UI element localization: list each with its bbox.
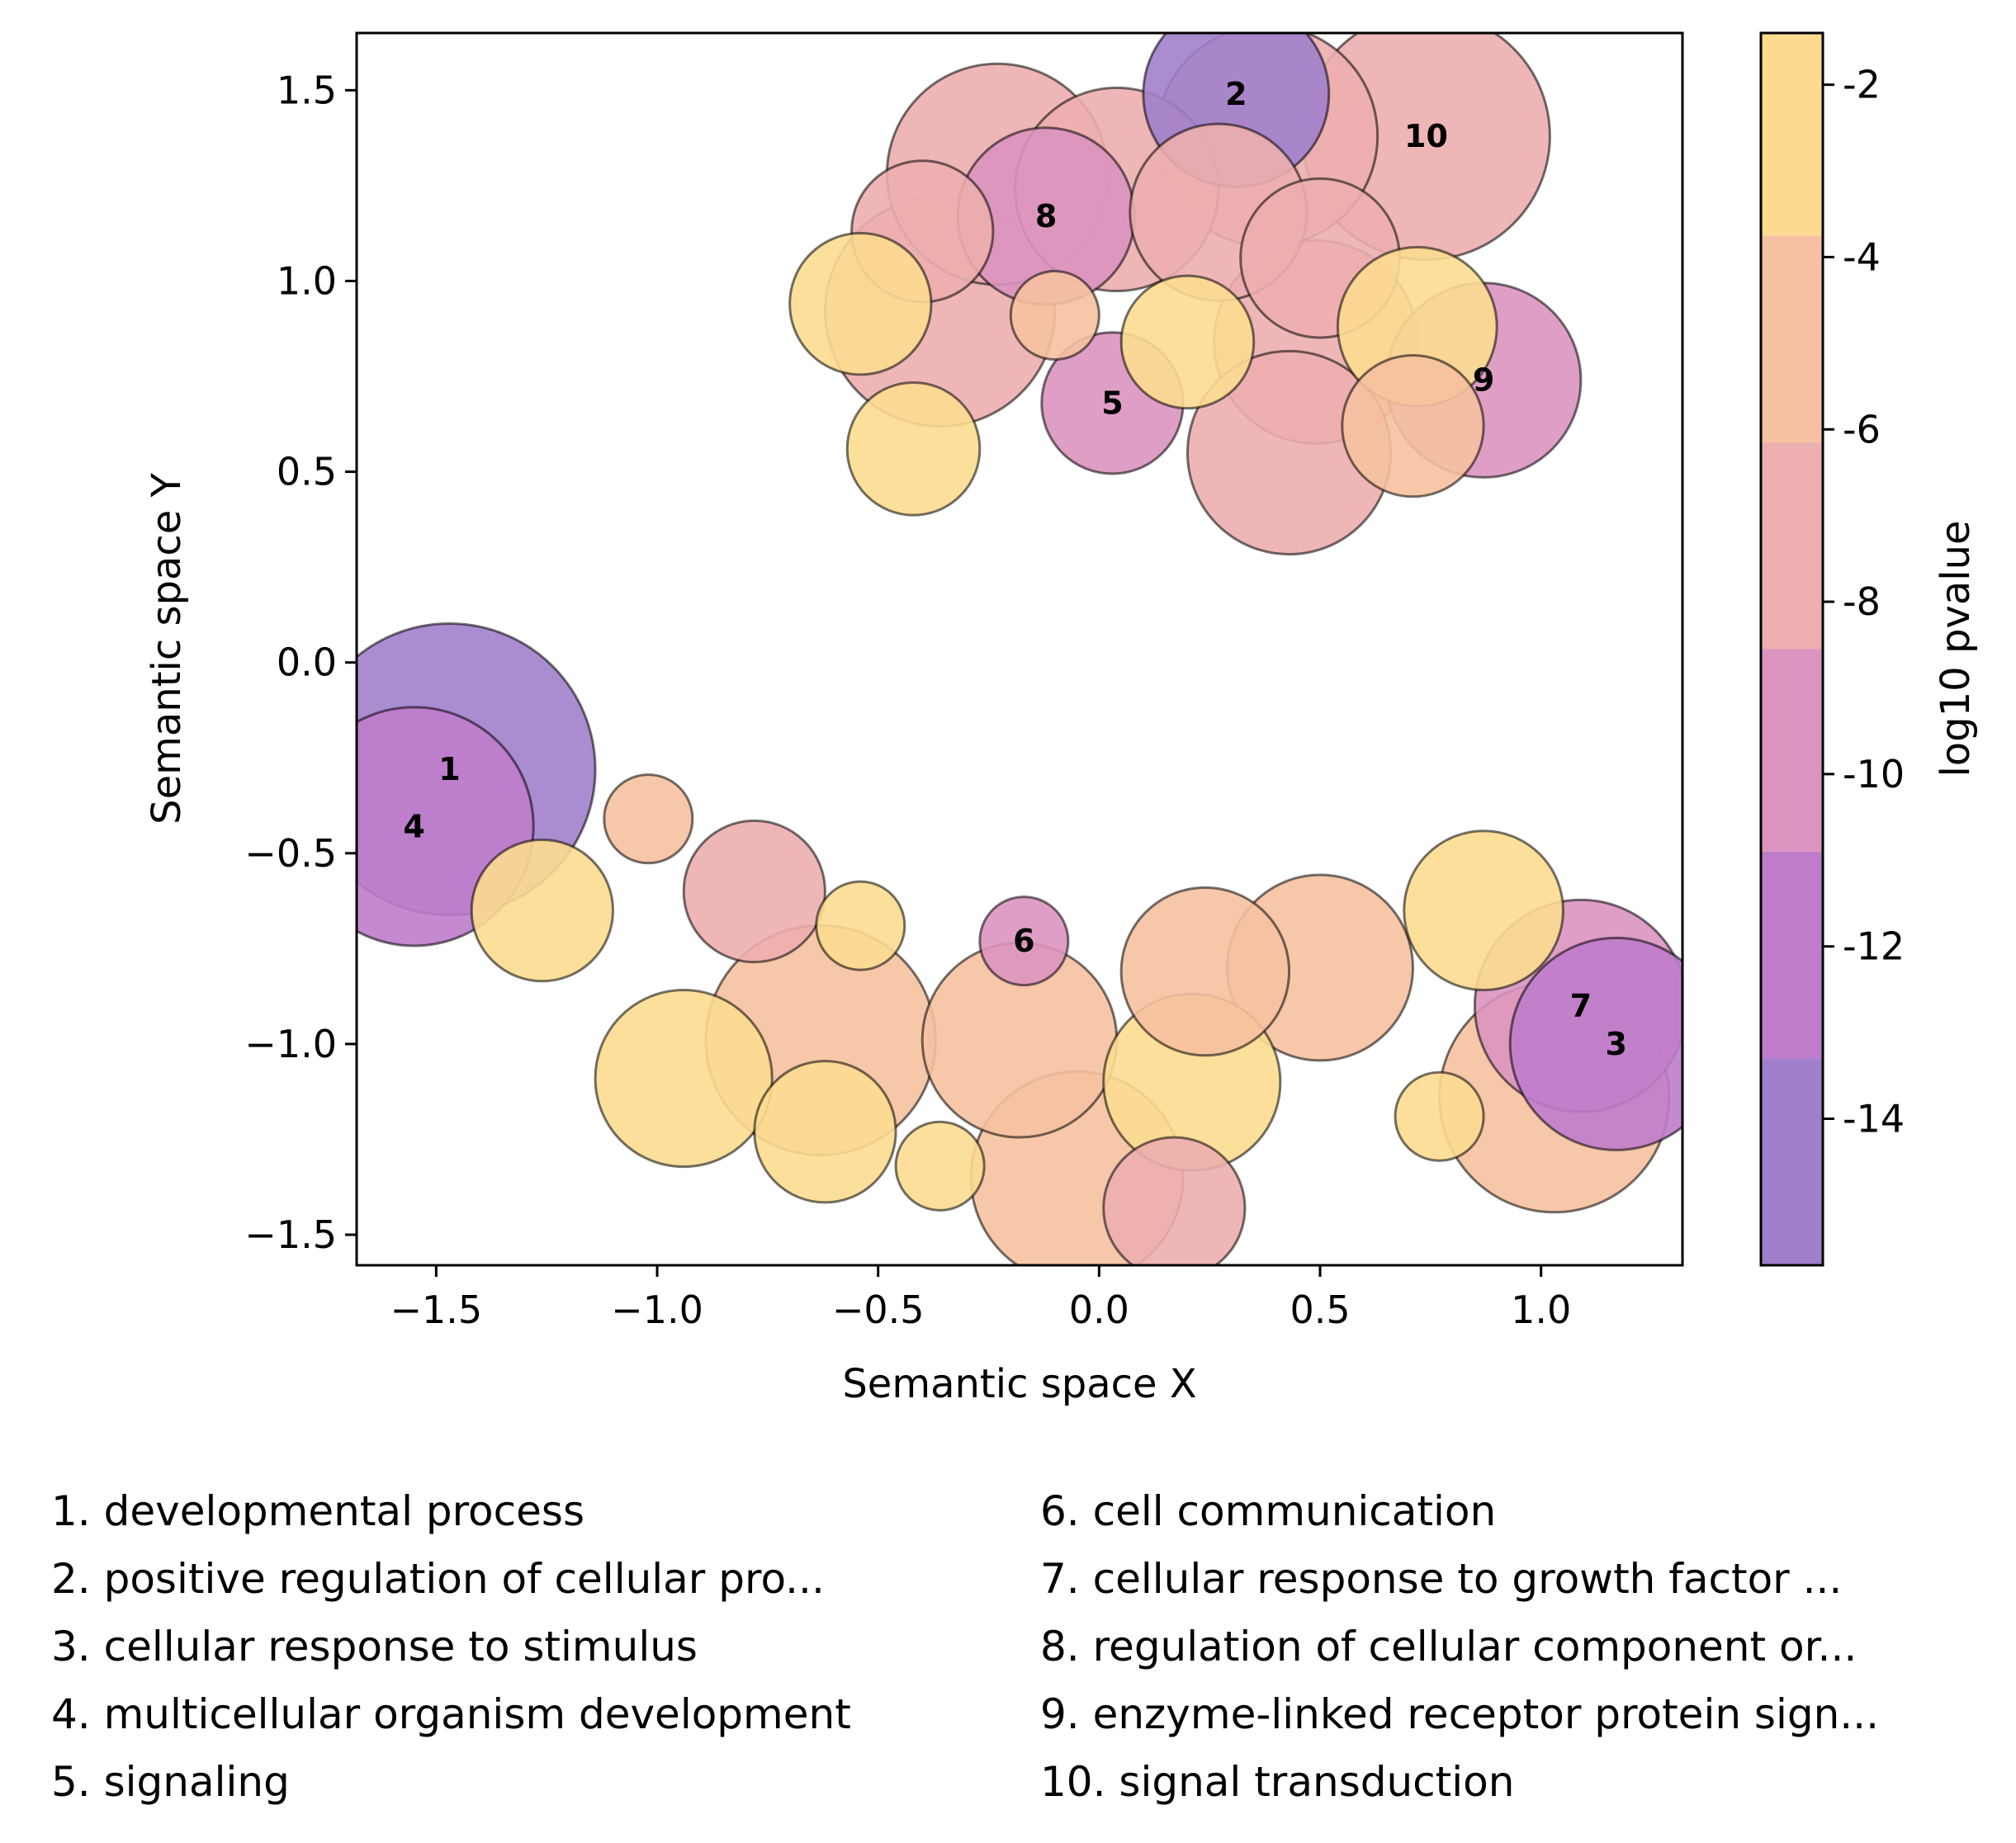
y-tick-label: 0.0 xyxy=(277,640,337,685)
bubble-chart: 14 2 10 8 5 9 6 73 −1.5 −1.0 −0.5 0.0 0.5 1.0 1.5 1.0… xyxy=(144,31,1979,1407)
colorbar-band xyxy=(1761,235,1823,442)
bubble-label-layer: 14 2 10 8 5 9 6 73 xyxy=(403,76,1627,1062)
legend-item: 10. signal transduction xyxy=(1040,1758,1515,1806)
colorbar-tick-label: -10 xyxy=(1843,752,1905,796)
colorbar-tick-label: -8 xyxy=(1843,579,1881,624)
bubble-label: 10 xyxy=(1404,118,1448,154)
colorbar-band xyxy=(1761,1058,1823,1265)
legend-column-right: 6. cell communication 7. cellular respon… xyxy=(1040,1477,1879,1816)
colorbar-tick-label: -14 xyxy=(1843,1097,1905,1141)
legend-item: 9. enzyme-linked receptor protein sign..… xyxy=(1040,1690,1879,1738)
y-tick-label: −0.5 xyxy=(244,831,337,876)
bubble-point xyxy=(788,232,933,376)
y-tick-label: 1.5 xyxy=(277,68,337,112)
colorbar-band xyxy=(1761,442,1823,650)
bubble-point xyxy=(1102,1136,1247,1265)
colorbar-band xyxy=(1761,851,1823,1059)
bubble-point xyxy=(682,819,826,964)
y-tick-label: −1.0 xyxy=(244,1022,337,1066)
legend-item: 1. developmental process xyxy=(51,1487,584,1535)
colorbar-label: log10 pvalue xyxy=(1933,520,1979,777)
bubble-point xyxy=(894,1120,986,1212)
colorbar-ticks: -2 -4 -6 -8 -10 -12 -14 xyxy=(1823,63,1905,1141)
x-tick-label: 0.0 xyxy=(1069,1288,1129,1332)
x-axis-label: Semantic space X xyxy=(842,1361,1196,1407)
bubble-label: 1 xyxy=(438,751,460,787)
bubble-point xyxy=(845,381,982,517)
legend-item: 5. signaling xyxy=(51,1758,290,1806)
bubble-label: 8 xyxy=(1035,198,1057,234)
y-tick-label: −1.5 xyxy=(244,1212,337,1257)
plot-frame xyxy=(355,31,1684,1267)
bubble-point xyxy=(594,988,774,1169)
bubble-layer xyxy=(357,33,1682,1265)
y-axis-label: Semantic space Y xyxy=(144,472,190,824)
x-tick-label: 0.5 xyxy=(1290,1288,1350,1332)
legend-item: 7. cellular response to growth factor ..… xyxy=(1040,1555,1843,1603)
colorbar-tick-label: -4 xyxy=(1843,234,1881,279)
bubble-point xyxy=(603,773,694,865)
bubble-label: 7 xyxy=(1570,988,1592,1024)
colorbar xyxy=(1761,33,1823,1265)
bubble-label: 6 xyxy=(1013,923,1034,959)
bubble-label: 2 xyxy=(1225,76,1247,112)
bubble-point xyxy=(1009,270,1100,362)
legend-item: 3. cellular response to stimulus xyxy=(51,1623,698,1671)
bubble-point xyxy=(1508,936,1682,1151)
x-axis-ticks: −1.5 −1.0 −0.5 0.0 0.5 1.0 xyxy=(390,1265,1571,1332)
legend-column-left: 1. developmental process 2. positive reg… xyxy=(51,1477,851,1816)
colorbar-band xyxy=(1761,33,1823,236)
bubble-point xyxy=(1394,1070,1485,1162)
colorbar-band xyxy=(1761,649,1823,852)
legend-item: 6. cell communication xyxy=(1040,1487,1497,1535)
legend-item: 4. multicellular organism development xyxy=(51,1690,851,1738)
bubble-point xyxy=(1119,886,1291,1057)
y-axis-ticks: 1.5 1.0 0.5 0.0 −0.5 −1.0 −1.5 xyxy=(244,68,357,1257)
colorbar-tick-label: -2 xyxy=(1843,63,1881,107)
legend-item: 8. regulation of cellular component or..… xyxy=(1040,1623,1857,1671)
bubble-point xyxy=(978,896,1070,987)
colorbar-tick-label: -6 xyxy=(1843,407,1881,451)
bubble-label: 3 xyxy=(1605,1026,1626,1062)
x-tick-label: −0.5 xyxy=(832,1288,925,1332)
legend-item: 2. positive regulation of cellular pro..… xyxy=(51,1555,825,1603)
bubble-point xyxy=(1119,274,1256,410)
x-tick-label: −1.5 xyxy=(390,1288,483,1332)
y-tick-label: 0.5 xyxy=(277,450,337,494)
x-tick-label: −1.0 xyxy=(611,1288,703,1332)
colorbar-frame xyxy=(1759,31,1824,1267)
bubble-point xyxy=(1403,829,1564,991)
y-tick-label: 1.0 xyxy=(277,258,337,303)
bubble-point xyxy=(1341,353,1485,499)
bubble-point xyxy=(815,880,906,971)
x-tick-label: 1.0 xyxy=(1511,1288,1571,1332)
bubble-label: 5 xyxy=(1101,385,1123,421)
bubble-point xyxy=(470,838,614,983)
bubble-label: 9 xyxy=(1473,362,1494,399)
bubble-point xyxy=(753,1060,897,1204)
colorbar-tick-label: -12 xyxy=(1843,924,1905,969)
bubble-label: 4 xyxy=(403,808,424,844)
